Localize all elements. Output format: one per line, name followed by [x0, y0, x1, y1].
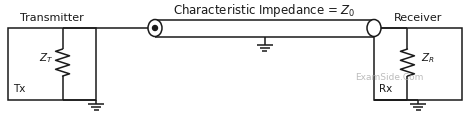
Bar [374, 28, 462, 100]
Text: Tx: Tx [13, 84, 25, 94]
Text: Transmitter: Transmitter [20, 13, 84, 23]
Bar [155, 20, 374, 37]
Ellipse shape [148, 20, 162, 37]
Circle shape [152, 25, 157, 31]
Text: Characteristic Impedance = $Z_0$: Characteristic Impedance = $Z_0$ [173, 2, 356, 19]
Text: ExamSide.Com: ExamSide.Com [355, 73, 423, 83]
Text: Rx: Rx [379, 84, 392, 94]
Bar [8, 28, 96, 100]
Text: $Z_T$: $Z_T$ [39, 52, 54, 66]
Ellipse shape [367, 20, 381, 37]
Text: $Z_R$: $Z_R$ [421, 52, 434, 66]
Text: Receiver: Receiver [394, 13, 442, 23]
